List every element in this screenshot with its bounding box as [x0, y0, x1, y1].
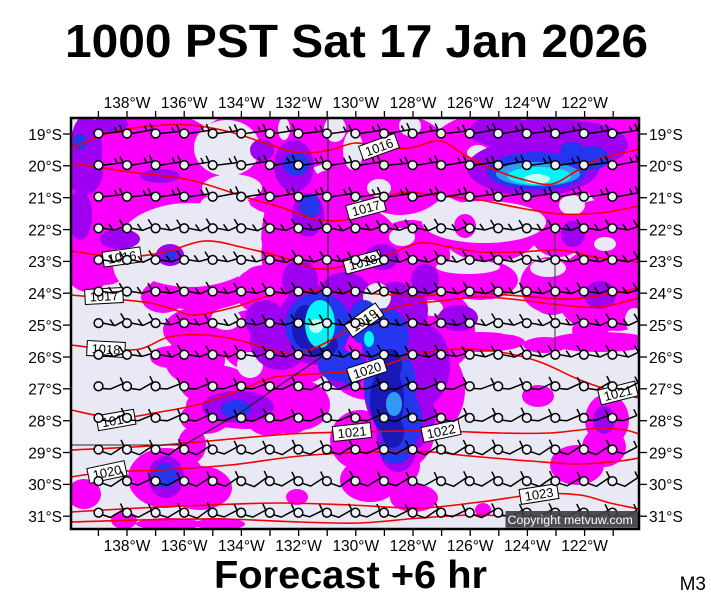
svg-text:29°S: 29°S [28, 445, 62, 462]
svg-text:1000 PST Sat 17 Jan 2026: 1000 PST Sat 17 Jan 2026 [65, 15, 648, 67]
svg-text:M3: M3 [680, 574, 706, 595]
svg-text:29°S: 29°S [649, 445, 683, 462]
svg-text:1017: 1017 [350, 197, 382, 219]
svg-text:20°S: 20°S [649, 159, 683, 176]
svg-text:134°W: 134°W [218, 538, 265, 555]
svg-text:1023: 1023 [524, 485, 555, 504]
svg-text:19°S: 19°S [28, 127, 62, 144]
svg-text:Copyright metvuw.com: Copyright metvuw.com [508, 513, 633, 527]
svg-text:25°S: 25°S [28, 318, 62, 335]
svg-text:128°W: 128°W [390, 95, 437, 112]
svg-text:132°W: 132°W [275, 95, 322, 112]
svg-text:128°W: 128°W [390, 538, 437, 555]
svg-text:25°S: 25°S [649, 318, 683, 335]
svg-text:136°W: 136°W [161, 95, 208, 112]
svg-text:19°S: 19°S [649, 127, 683, 144]
svg-text:136°W: 136°W [161, 538, 208, 555]
svg-text:26°S: 26°S [28, 350, 62, 367]
svg-text:27°S: 27°S [28, 382, 62, 399]
svg-text:126°W: 126°W [447, 538, 494, 555]
svg-text:122°W: 122°W [561, 538, 608, 555]
svg-text:28°S: 28°S [649, 414, 683, 431]
svg-text:27°S: 27°S [649, 382, 683, 399]
svg-text:21°S: 21°S [649, 191, 683, 208]
svg-text:124°W: 124°W [504, 538, 551, 555]
svg-text:138°W: 138°W [104, 95, 151, 112]
svg-text:21°S: 21°S [28, 191, 62, 208]
svg-text:20°S: 20°S [28, 159, 62, 176]
svg-text:122°W: 122°W [561, 95, 608, 112]
svg-text:24°S: 24°S [28, 286, 62, 303]
svg-text:28°S: 28°S [28, 414, 62, 431]
svg-text:130°W: 130°W [332, 95, 379, 112]
svg-text:30°S: 30°S [649, 477, 683, 494]
svg-text:126°W: 126°W [447, 95, 494, 112]
svg-text:138°W: 138°W [104, 538, 151, 555]
svg-text:132°W: 132°W [275, 538, 322, 555]
svg-text:22°S: 22°S [28, 222, 62, 239]
svg-text:23°S: 23°S [28, 254, 62, 271]
svg-text:1022: 1022 [425, 421, 456, 442]
svg-text:31°S: 31°S [28, 509, 62, 526]
svg-text:24°S: 24°S [649, 286, 683, 303]
svg-text:23°S: 23°S [649, 254, 683, 271]
svg-text:26°S: 26°S [649, 350, 683, 367]
svg-text:1021: 1021 [337, 423, 367, 441]
svg-text:22°S: 22°S [649, 222, 683, 239]
svg-text:134°W: 134°W [218, 95, 265, 112]
svg-text:30°S: 30°S [28, 477, 62, 494]
svg-text:124°W: 124°W [504, 95, 551, 112]
svg-text:31°S: 31°S [649, 509, 683, 526]
svg-text:130°W: 130°W [332, 538, 379, 555]
svg-text:Forecast +6 hr: Forecast +6 hr [214, 554, 487, 597]
